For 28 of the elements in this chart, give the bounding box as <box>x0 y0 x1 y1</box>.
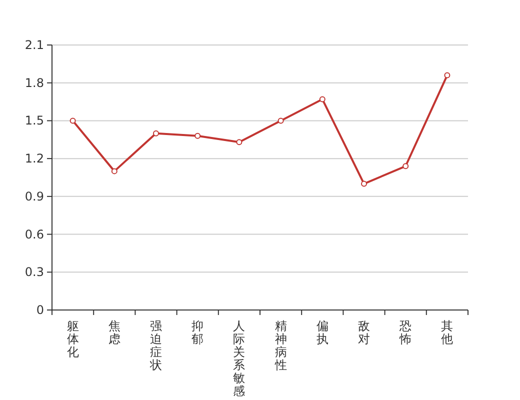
x-tick-label: 精神病性 <box>274 319 287 372</box>
point <box>278 118 284 124</box>
x-tick-label: 抑郁 <box>192 319 204 346</box>
y-tick-label: 0.9 <box>24 189 44 204</box>
y-tick-label: 0 <box>36 303 44 317</box>
x-tick-label: 人际关系敏感 <box>233 319 246 398</box>
x-tick-label: 其他 <box>441 319 454 346</box>
y-tick-label: 1.2 <box>24 152 44 166</box>
point <box>402 163 409 170</box>
point <box>194 132 201 139</box>
x-tick-label: 敌对 <box>358 319 370 346</box>
y-tick-label: 1.5 <box>24 114 44 128</box>
x-tick-label: 强迫症状 <box>149 319 162 372</box>
x-tick-label: 躯体化 <box>66 319 79 359</box>
y-tick-label: 2.1 <box>24 38 44 52</box>
point <box>361 180 367 187</box>
point <box>153 130 159 136</box>
point <box>236 139 242 146</box>
point <box>111 168 118 174</box>
y-tick-label: 1.8 <box>24 76 44 90</box>
y-tick-label: 0.6 <box>24 227 44 242</box>
x-tick-label: 焦虑 <box>108 319 120 346</box>
x-tick-label: 恐怖 <box>398 319 412 346</box>
point <box>444 72 450 78</box>
x-tick-label: 偏执 <box>316 319 328 346</box>
point <box>319 96 326 102</box>
point <box>70 118 76 124</box>
y-tick-label: 0.3 <box>24 265 44 280</box>
